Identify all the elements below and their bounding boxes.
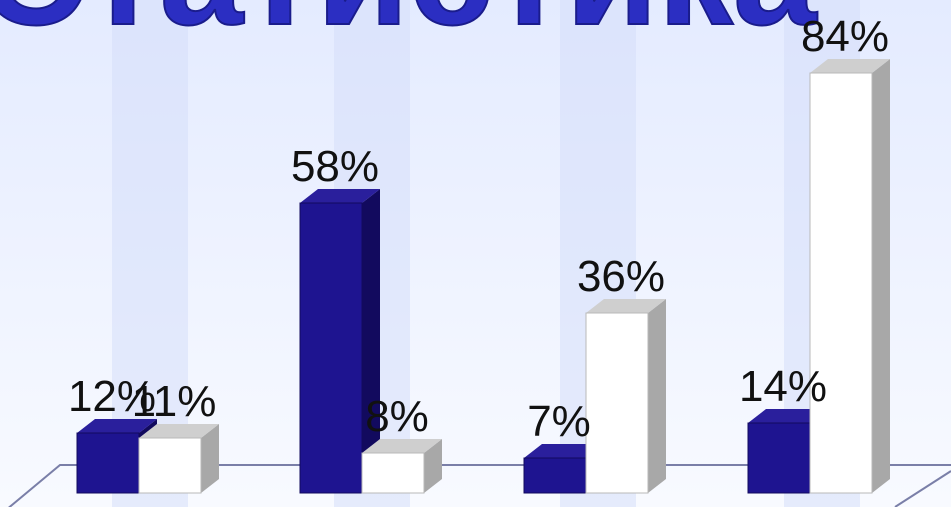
data-label-series-2-item-3: 36% xyxy=(577,252,665,301)
data-label-series-2-item-1: 11% xyxy=(132,377,217,426)
data-label-series-1-item-3: 7% xyxy=(527,397,591,446)
bar-side-face xyxy=(362,189,380,493)
bar-series xyxy=(76,59,890,494)
floor-side-edge xyxy=(894,470,951,507)
bar-side-face xyxy=(872,59,890,493)
bar-front-face xyxy=(747,422,811,494)
bar-front-face xyxy=(361,452,425,494)
bar-top-face xyxy=(748,409,828,423)
bar-side-face xyxy=(648,299,666,493)
bar-top-face xyxy=(524,444,604,458)
data-label-series-2-item-2: 8% xyxy=(365,392,429,441)
data-label-series-1-item-1: 12% xyxy=(68,372,156,421)
bar-front-face xyxy=(585,312,649,494)
chart-title: Статистика xyxy=(0,0,818,56)
bar-series-2-item-4 xyxy=(809,59,890,494)
data-labels: 12%11% 58% 8% 7% 36% 14% 84% xyxy=(68,12,889,446)
bar-series-1-item-2 xyxy=(299,189,380,494)
bar-series-2-item-1 xyxy=(138,424,219,494)
bar-front-face xyxy=(809,72,873,494)
bar-top-face xyxy=(362,439,442,453)
data-label-series-1-item-4: 14% xyxy=(739,362,827,411)
bar-side-face xyxy=(424,439,442,493)
bar-series-2-item-2 xyxy=(361,439,442,494)
data-label-series-1-item-2: 58% xyxy=(291,142,379,191)
bar-top-face xyxy=(810,59,890,73)
bar-top-face xyxy=(77,419,157,433)
bar-front-face xyxy=(76,432,140,494)
bar-side-face xyxy=(201,424,219,493)
bar-top-face xyxy=(300,189,380,203)
bar-top-face xyxy=(586,299,666,313)
bar-top-face xyxy=(139,424,219,438)
bar-series-2-item-3 xyxy=(585,299,666,494)
data-label-series-2-item-4: 84% xyxy=(801,12,889,61)
bar-front-face xyxy=(523,457,587,494)
bar-front-face xyxy=(138,437,202,494)
bar-front-face xyxy=(299,202,363,494)
